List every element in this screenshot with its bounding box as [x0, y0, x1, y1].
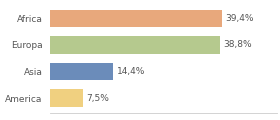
Text: 14,4%: 14,4%: [117, 67, 145, 76]
Bar: [50, 10, 222, 27]
Bar: [50, 63, 113, 80]
Text: 7,5%: 7,5%: [87, 94, 109, 103]
Bar: [50, 90, 83, 107]
Text: 39,4%: 39,4%: [226, 14, 254, 23]
Text: 38,8%: 38,8%: [223, 40, 252, 49]
Bar: [50, 36, 220, 54]
